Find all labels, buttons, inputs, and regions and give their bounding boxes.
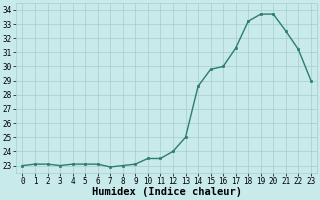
X-axis label: Humidex (Indice chaleur): Humidex (Indice chaleur)	[92, 187, 242, 197]
